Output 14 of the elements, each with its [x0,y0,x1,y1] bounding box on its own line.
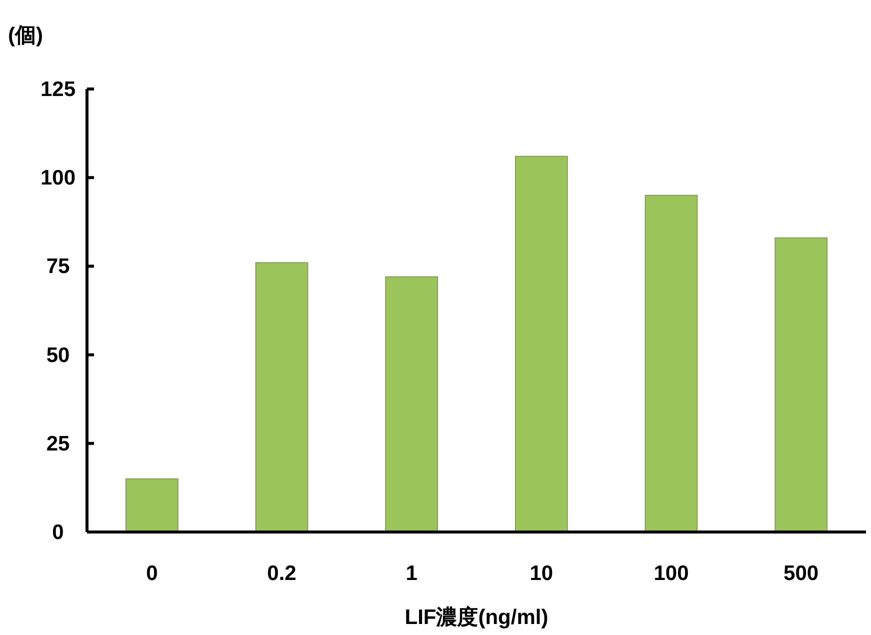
x-tick-label: 0.2 [267,562,296,585]
y-tick-label: 100 [40,166,76,190]
x-tick-label: 1 [406,562,418,585]
x-tick-label: 0 [146,562,158,585]
x-tick-label: 100 [654,562,689,585]
y-tick-label: 50 [46,344,70,367]
y-axis-title: (個) [8,24,43,47]
x-axis-title: LIF濃度(ng/ml) [404,605,548,629]
y-tick-label: 0 [52,521,64,544]
y-tick-label: 125 [40,78,76,101]
x-tick-label: 10 [530,562,554,585]
x-tick-label: 500 [784,562,819,585]
y-tick-label: 25 [46,432,70,456]
y-tick-label: 75 [46,255,70,278]
